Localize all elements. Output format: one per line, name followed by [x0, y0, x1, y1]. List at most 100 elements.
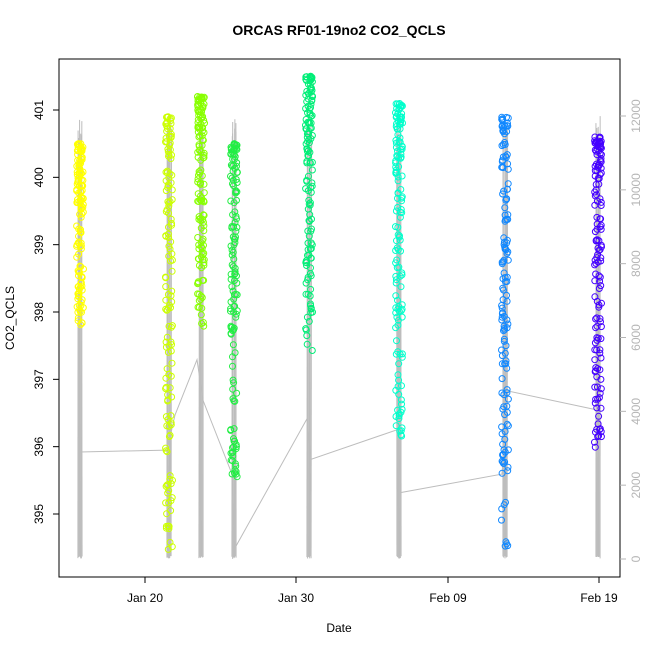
co2-point	[396, 213, 404, 221]
co2-point	[308, 97, 316, 105]
co2-point	[162, 444, 170, 452]
co2-point	[398, 194, 406, 202]
co2-point	[398, 382, 405, 390]
co2-point	[195, 213, 203, 221]
co2-point	[591, 438, 598, 446]
co2-point	[303, 340, 311, 348]
co2-point	[503, 364, 511, 372]
co2-point	[75, 232, 82, 240]
co2-point	[504, 320, 512, 328]
co2-point	[501, 360, 509, 368]
co2-point	[165, 252, 173, 260]
co2-point	[596, 349, 604, 357]
co2-point	[498, 346, 505, 354]
co2-point	[498, 360, 506, 368]
co2-point	[392, 247, 400, 254]
co2-point	[596, 277, 604, 285]
co2-point	[232, 227, 240, 235]
co2-point	[231, 153, 239, 161]
co2-point	[306, 77, 314, 85]
co2-point	[498, 142, 506, 150]
co2-point	[593, 373, 601, 381]
co2-point	[304, 290, 312, 298]
co2-point	[77, 242, 85, 250]
co2-point	[397, 116, 404, 124]
co2-point	[303, 98, 311, 106]
co2-point	[502, 342, 510, 350]
co2-point	[499, 190, 507, 198]
co2-point	[500, 335, 508, 343]
co2-point	[392, 168, 400, 176]
co2-point	[597, 151, 605, 159]
co2-point	[165, 242, 173, 250]
co2-point	[498, 430, 506, 438]
co2-point	[198, 248, 206, 256]
co2-point	[199, 276, 207, 284]
co2-point	[591, 356, 599, 364]
co2-point	[163, 167, 171, 175]
co2-point	[395, 233, 403, 241]
co2-point	[394, 371, 402, 379]
co2-point	[500, 234, 508, 242]
co2-point	[306, 292, 314, 300]
co2-point	[307, 184, 315, 192]
co2-point	[503, 386, 511, 394]
co2-point	[503, 273, 511, 281]
co2-point	[597, 354, 605, 362]
co2-point	[227, 242, 235, 250]
co2-point	[393, 264, 401, 272]
co2-point	[592, 428, 599, 436]
co2-point	[167, 347, 175, 355]
co2-point	[307, 84, 315, 92]
co2-point	[164, 291, 172, 298]
co2-point	[393, 152, 401, 160]
co2-point	[231, 268, 239, 276]
co2-point	[165, 132, 173, 140]
co2-point	[229, 353, 236, 361]
co2-point	[304, 227, 312, 235]
flight-group-jan-25	[227, 119, 241, 559]
co2-point	[593, 236, 601, 244]
co2-point	[229, 395, 237, 403]
co2-point	[166, 431, 174, 439]
co2-point	[77, 146, 85, 154]
co2-point	[499, 153, 507, 161]
co2-point	[395, 390, 403, 398]
co2-point	[233, 215, 240, 223]
co2-point	[398, 113, 405, 121]
co2-point	[503, 420, 511, 428]
co2-point	[198, 244, 206, 252]
co2-point	[397, 247, 404, 255]
co2-point	[195, 96, 203, 104]
co2-point	[393, 256, 401, 264]
co2-point	[595, 394, 603, 402]
co2-point	[308, 347, 316, 354]
co2-point	[392, 159, 400, 167]
co2-point	[76, 262, 84, 270]
co2-point	[167, 412, 175, 420]
co2-point	[228, 162, 236, 170]
co2-point	[164, 198, 172, 206]
co2-point	[77, 245, 85, 253]
co2-point	[200, 154, 208, 161]
co2-point	[198, 132, 206, 140]
co2-point	[167, 155, 175, 163]
co2-point	[397, 431, 405, 439]
co2-point	[195, 290, 203, 298]
co2-point	[307, 264, 314, 272]
co2-point	[165, 234, 173, 241]
co2-point	[233, 291, 241, 299]
co2-point	[162, 168, 170, 176]
co2-point	[79, 182, 87, 190]
co2-point	[394, 406, 402, 414]
co2-point	[304, 109, 311, 117]
co2-point	[305, 136, 313, 143]
co2-point	[164, 304, 172, 312]
co2-point	[200, 189, 208, 197]
y-right-tick-label: 0	[629, 555, 643, 562]
co2-point	[228, 470, 236, 478]
co2-point	[498, 469, 506, 477]
co2-point	[167, 323, 175, 331]
co2-point	[308, 182, 316, 190]
co2-point	[591, 228, 599, 236]
